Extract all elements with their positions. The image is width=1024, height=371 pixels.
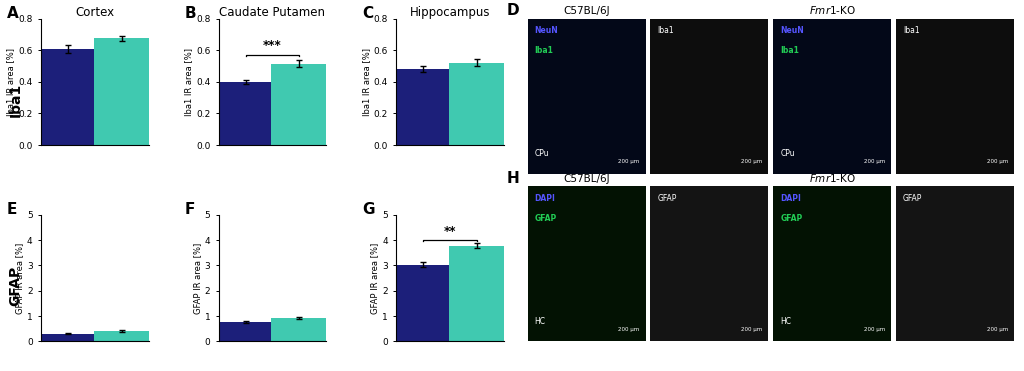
Text: E: E xyxy=(6,202,16,217)
Text: DAPI: DAPI xyxy=(535,194,556,203)
Text: 200 μm: 200 μm xyxy=(618,160,640,164)
Title: Cortex: Cortex xyxy=(75,6,115,19)
Text: Iba1: Iba1 xyxy=(657,26,674,35)
Text: G: G xyxy=(361,202,375,217)
Y-axis label: Iba1 IR area [%]: Iba1 IR area [%] xyxy=(361,48,371,116)
Text: Iba1: Iba1 xyxy=(8,83,23,117)
Text: F: F xyxy=(184,202,195,217)
Y-axis label: Iba1 IR area [%]: Iba1 IR area [%] xyxy=(6,48,15,116)
Text: NeuN: NeuN xyxy=(780,26,804,35)
Bar xyxy=(449,63,505,145)
Text: GFAP: GFAP xyxy=(657,194,677,203)
Text: HC: HC xyxy=(535,317,546,326)
Text: 200 μm: 200 μm xyxy=(986,160,1008,164)
Title: Hippocampus: Hippocampus xyxy=(410,6,490,19)
Bar xyxy=(94,38,150,145)
Bar xyxy=(449,246,505,341)
Text: ***: *** xyxy=(263,39,282,52)
Text: GFAP: GFAP xyxy=(780,214,803,223)
Text: **: ** xyxy=(443,225,457,238)
Y-axis label: GFAP IR area [%]: GFAP IR area [%] xyxy=(193,242,202,313)
Y-axis label: GFAP IR area [%]: GFAP IR area [%] xyxy=(371,242,380,313)
Y-axis label: Iba1 IR area [%]: Iba1 IR area [%] xyxy=(184,48,194,116)
Text: GFAP: GFAP xyxy=(535,214,557,223)
Text: Iba1: Iba1 xyxy=(535,46,554,56)
Bar xyxy=(395,69,452,145)
Bar xyxy=(40,334,96,341)
Bar xyxy=(271,318,328,341)
Text: H: H xyxy=(507,171,519,186)
Bar xyxy=(395,265,452,341)
Bar xyxy=(271,64,328,145)
Title: Caudate Putamen: Caudate Putamen xyxy=(219,6,326,19)
Bar xyxy=(94,331,150,341)
Bar xyxy=(217,82,273,145)
Text: 200 μm: 200 μm xyxy=(864,160,885,164)
Y-axis label: GFAP IR area [%]: GFAP IR area [%] xyxy=(15,242,25,313)
Text: NeuN: NeuN xyxy=(535,26,558,35)
Title: $\it{Fmr1}$-KO: $\it{Fmr1}$-KO xyxy=(809,172,856,184)
Title: C57BL/6J: C57BL/6J xyxy=(563,174,610,184)
Text: Iba1: Iba1 xyxy=(780,46,799,56)
Title: C57BL/6J: C57BL/6J xyxy=(563,6,610,16)
Text: Iba1: Iba1 xyxy=(903,26,920,35)
Text: 200 μm: 200 μm xyxy=(986,327,1008,332)
Bar xyxy=(40,49,96,145)
Text: GFAP: GFAP xyxy=(8,266,23,306)
Text: 200 μm: 200 μm xyxy=(741,160,763,164)
Text: D: D xyxy=(507,3,519,18)
Text: B: B xyxy=(184,6,196,21)
Text: HC: HC xyxy=(780,317,792,326)
Text: C: C xyxy=(361,6,373,21)
Text: DAPI: DAPI xyxy=(780,194,801,203)
Text: GFAP: GFAP xyxy=(903,194,923,203)
Text: 200 μm: 200 μm xyxy=(864,327,885,332)
Text: CPu: CPu xyxy=(535,149,549,158)
Text: 200 μm: 200 μm xyxy=(741,327,763,332)
Text: A: A xyxy=(6,6,18,21)
Bar xyxy=(217,322,273,341)
Text: CPu: CPu xyxy=(780,149,795,158)
Title: $\it{Fmr1}$-KO: $\it{Fmr1}$-KO xyxy=(809,4,856,16)
Text: 200 μm: 200 μm xyxy=(618,327,640,332)
